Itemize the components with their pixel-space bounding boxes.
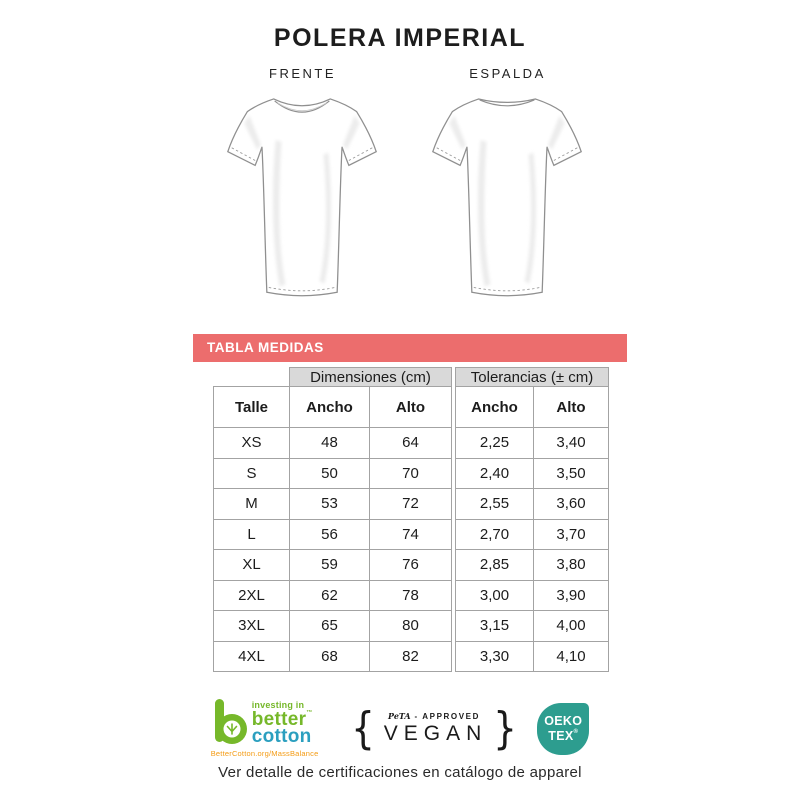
table-row: 3XL 65 80 [213,610,452,642]
tol-alto-cell: 3,60 [533,488,609,520]
size-cell: 2XL [213,579,290,611]
page-title: POLERA IMPERIAL [273,24,527,52]
tshirt-outline [432,98,582,297]
vegan-text: VEGAN [383,722,488,745]
table-row: 3,15 4,00 [455,610,609,642]
tol-alto-cell: 3,70 [533,518,609,550]
tshirt-front-illustration [219,84,385,318]
column-header-tol-alto: Alto [533,386,609,428]
alto-cell: 78 [369,579,452,611]
ancho-cell: 50 [289,457,370,489]
table-row: 2,55 3,60 [455,488,609,520]
table-row: 3,00 3,90 [455,579,609,611]
size-cell: M [213,488,290,520]
tol-ancho-cell: 3,00 [455,579,534,611]
table-row: 2XL 62 78 [213,579,452,611]
tolerances-table: Tolerancias (± cm) Ancho Alto 2,25 3,40 … [455,367,609,672]
table-row: 2,70 3,70 [455,518,609,550]
better-cotton-word1: better [251,709,307,730]
better-cotton-url: BetterCotton.org/MassBalance [210,749,319,758]
alto-cell: 70 [369,457,452,489]
better-cotton-logo: investing in better™ cotton BetterCotton… [211,699,331,758]
column-header-alto: Alto [369,386,452,428]
tol-alto-cell: 4,00 [533,610,609,642]
ancho-cell: 56 [289,518,370,550]
ancho-cell: 48 [289,427,370,459]
table-row: XL 59 76 [213,549,452,581]
back-view-label: ESPALDA [469,66,546,81]
right-brace-glyph: } [493,702,518,754]
cotton-boll-icon [214,699,247,744]
tol-ancho-cell: 2,25 [455,427,534,459]
alto-cell: 82 [369,640,452,672]
dimensions-group-header: Dimensiones (cm) [289,367,452,387]
size-cell: S [213,457,290,489]
size-cell: L [213,518,290,550]
table-row: 2,25 3,40 [455,427,609,459]
alto-cell: 74 [369,518,452,550]
table-row: M 53 72 [213,488,452,520]
size-cell: XS [213,427,290,459]
tolerances-group-header: Tolerancias (± cm) [455,367,609,387]
collar-inner-line [479,99,535,107]
peta-vegan-logo: { PeTA - APPROVED VEGAN } [349,702,520,754]
column-header-tol-ancho: Ancho [455,386,534,428]
ancho-cell: 65 [289,610,370,642]
tol-ancho-cell: 2,40 [455,457,534,489]
tol-alto-cell: 3,80 [533,549,609,581]
oeko-line2: TEX [548,728,574,743]
column-header-ancho: Ancho [289,386,370,428]
table-row: XS 48 64 [213,427,452,459]
tol-ancho-cell: 2,55 [455,488,534,520]
tol-ancho-cell: 2,85 [455,549,534,581]
tshirt-back-illustration [424,84,590,318]
registered-symbol: ® [573,728,579,735]
tol-ancho-cell: 2,70 [455,518,534,550]
tol-alto-cell: 4,10 [533,640,609,672]
alto-cell: 76 [369,549,452,581]
alto-cell: 72 [369,488,452,520]
ancho-cell: 68 [289,640,370,672]
size-cell: XL [213,549,290,581]
left-brace-glyph: { [350,702,375,754]
table-row: 3,30 4,10 [455,640,609,672]
table-row: 4XL 68 82 [213,640,452,672]
footer-note: Ver detalle de certificaciones en catálo… [218,764,582,781]
tol-ancho-cell: 3,30 [455,640,534,672]
ancho-cell: 53 [289,488,370,520]
peta-brand-text: PeTA [388,711,411,721]
column-header-talle: Talle [213,386,290,428]
table-row: S 50 70 [213,457,452,489]
table-row: L 56 74 [213,518,452,550]
tol-ancho-cell: 3,15 [455,610,534,642]
tol-alto-cell: 3,40 [533,427,609,459]
size-cell: 4XL [213,640,290,672]
hem-stitch-line [268,286,336,292]
front-view-label: FRENTE [269,66,336,81]
table-corner-spacer [214,368,290,387]
ancho-cell: 59 [289,549,370,581]
table-row: 2,40 3,50 [455,457,609,489]
hem-stitch-line [473,286,541,292]
dimensions-table: Dimensiones (cm) Talle Ancho Alto XS 48 … [213,367,452,672]
alto-cell: 64 [369,427,452,459]
better-cotton-tagline: investing in [251,700,305,710]
certifications-row: investing in better™ cotton BetterCotton… [0,699,800,758]
oeko-tex-logo: OEKO TEX® [537,702,590,755]
peta-approved-text: - APPROVED [414,712,480,721]
table-row: 2,85 3,80 [455,549,609,581]
tshirt-outline [227,98,377,297]
banner-label: TABLA MEDIDAS [207,340,324,355]
alto-cell: 80 [369,610,452,642]
size-table-banner: TABLA MEDIDAS [193,334,627,362]
better-cotton-word2: cotton [251,726,312,748]
trademark-symbol: ™ [306,710,313,716]
size-cell: 3XL [213,610,290,642]
tol-alto-cell: 3,50 [533,457,609,489]
oeko-line1: OEKO [544,714,583,729]
ancho-cell: 62 [289,579,370,611]
tol-alto-cell: 3,90 [533,579,609,611]
